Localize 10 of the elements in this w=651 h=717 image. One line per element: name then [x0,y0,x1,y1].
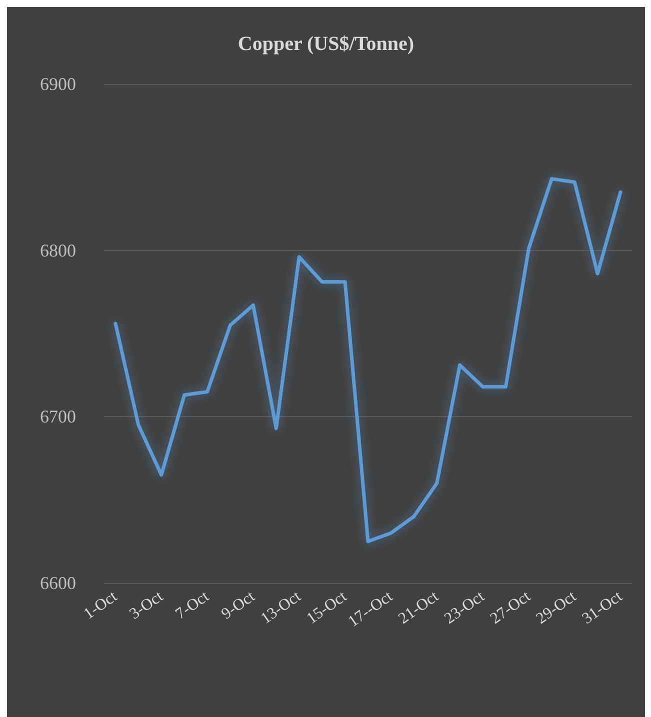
y-tick-label: 6700 [40,406,76,427]
y-tick-label: 6600 [40,573,76,593]
chart-title: Copper (US$/Tonne) [238,33,414,55]
x-tick-label: 1-Oct [80,588,121,623]
y-tick-label: 6800 [40,240,76,260]
x-tick-label: 3-Oct [126,588,167,623]
y-tick-label: 6900 [40,74,76,94]
line-series [114,177,622,544]
x-tick-label: 9-Oct [218,588,259,623]
x-tick-label: 7-Oct [172,588,213,623]
